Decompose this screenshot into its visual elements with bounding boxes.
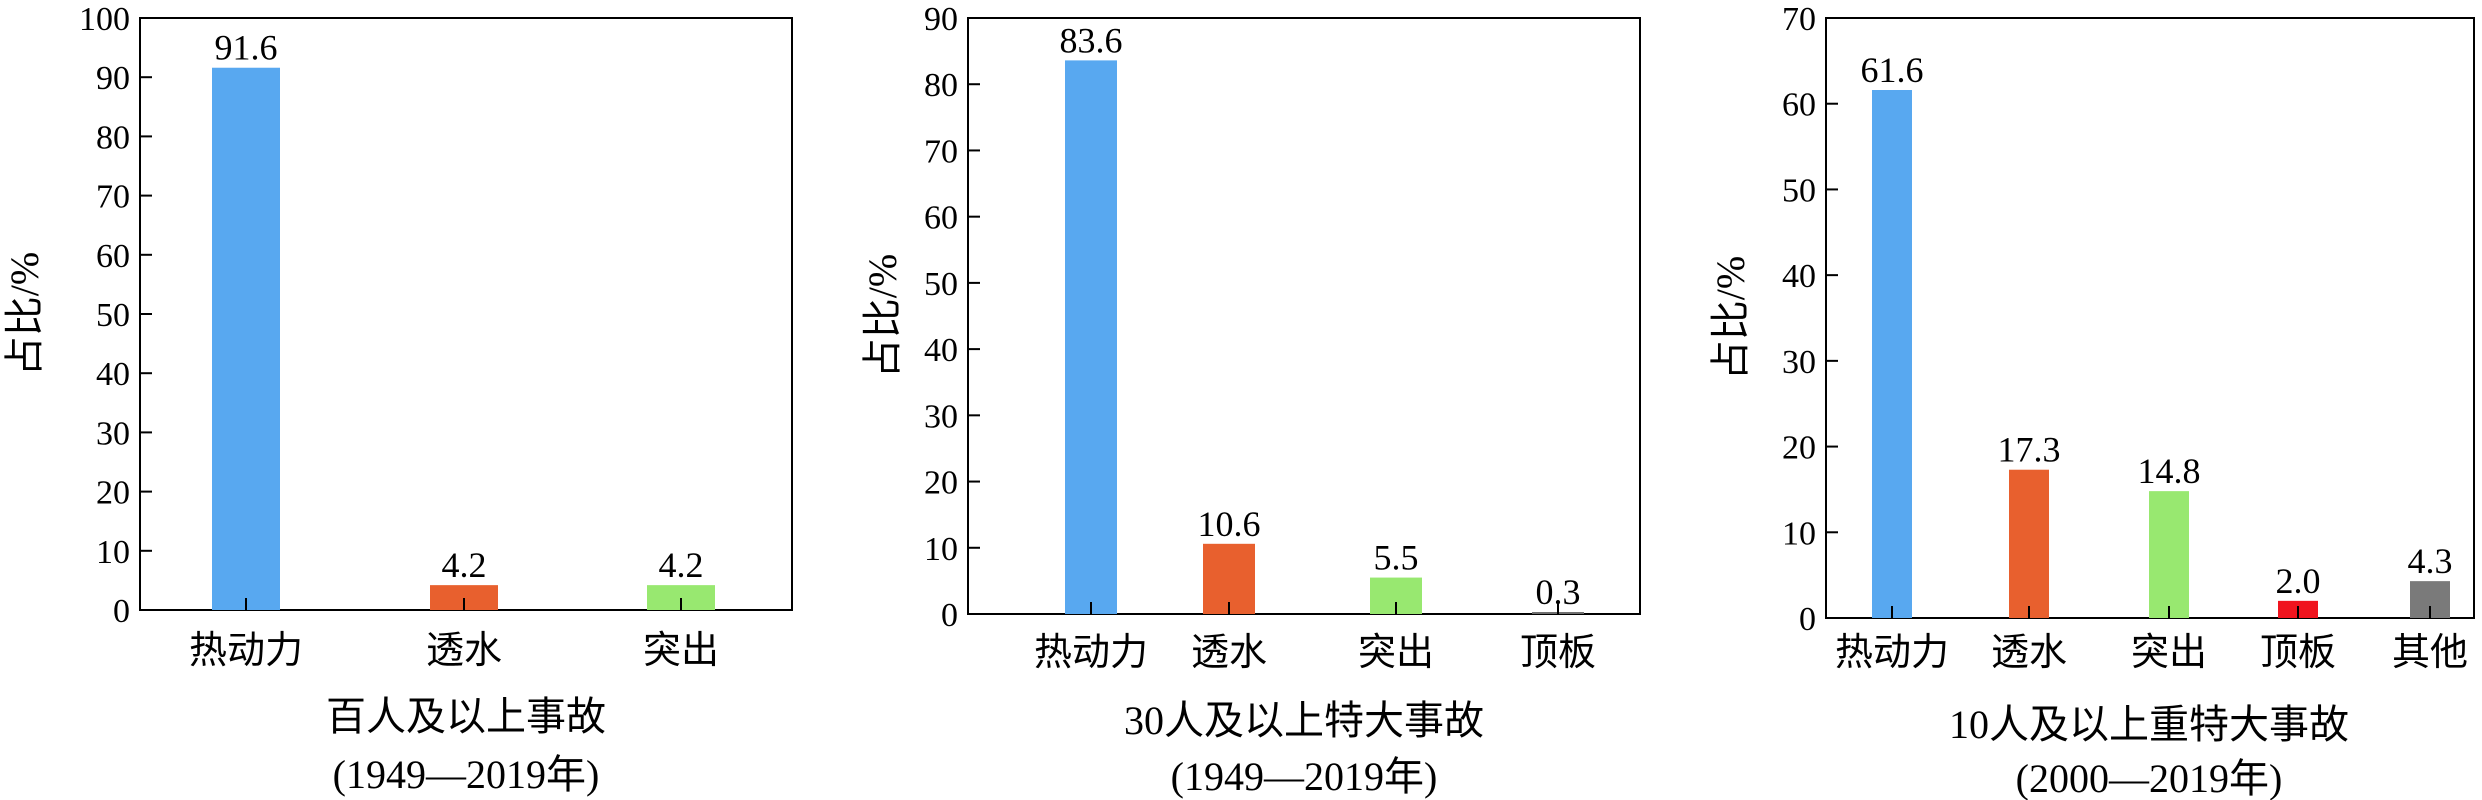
bar-value-label: 4.3 [2408,541,2453,581]
bar-value-label: 4.2 [442,545,487,585]
y-tick-label: 90 [96,60,130,97]
chart-caption-title: 百人及以上事故 [326,694,606,739]
y-tick-label: 20 [96,475,130,512]
y-tick-label: 90 [924,1,958,38]
y-tick-label: 20 [1782,430,1816,467]
bar-value-label: 91.6 [215,28,278,68]
y-tick-label: 50 [96,297,130,334]
x-category-label: 其他 [2392,632,2468,674]
x-category-label: 透水 [1991,632,2067,674]
y-tick-label: 30 [1782,344,1816,381]
x-category-label: 透水 [426,630,502,672]
x-category-label: 突出 [643,630,719,672]
y-tick-label: 60 [924,200,958,237]
y-tick-label: 40 [96,356,130,393]
bar-value-label: 2.0 [2276,561,2321,601]
y-axis-label: 占比/% [1708,256,1753,380]
y-axis-label: 占比/% [2,252,47,376]
chart-caption-title: 30人及以上特大事故 [1124,698,1484,743]
y-tick-label: 10 [1782,515,1816,552]
chart-3: 0 10 20 30 40 50 60 70 占比/% 61.6 热动力 17.3 透水 14.8 突出 2.… [1708,1,2475,800]
y-tick-label: 100 [79,1,130,38]
plot-frame [967,17,1641,615]
x-category-label: 顶板 [2260,632,2336,674]
bar-value-label: 0.3 [1536,572,1581,612]
bar-value-label: 10.6 [1198,504,1261,544]
y-tick-label: 70 [924,133,958,170]
x-category-label: 热动力 [189,630,303,672]
y-tick-label: 30 [924,398,958,435]
bar [2009,469,2049,618]
y-tick-label: 40 [1782,258,1816,295]
x-category-label: 热动力 [1835,632,1949,674]
y-tick-label: 70 [1782,1,1816,38]
bar [1872,90,1912,618]
y-tick-label: 20 [924,465,958,502]
y-tick-label: 10 [96,534,130,571]
chart-caption-period: (1949—2019年) [1171,754,1438,799]
y-tick-label: 80 [96,119,130,156]
chart-1: 0 10 20 30 40 50 60 70 80 90 100 占比/% 91.6 热动力 4.2 透水 4.… [2,1,793,797]
bar-value-label: 17.3 [1998,430,2061,470]
bar-value-label: 5.5 [1374,538,1419,578]
bar-value-label: 14.8 [2138,451,2201,491]
y-tick-label: 0 [113,593,130,630]
chart-2: 0 10 20 30 40 50 60 70 80 90 占比/% 83.6 热动力 10.6 透水 5.5 突… [860,1,1641,799]
y-tick-label: 60 [96,238,130,275]
y-tick-label: 50 [924,266,958,303]
x-category-label: 突出 [1358,632,1434,674]
y-tick-label: 30 [96,415,130,452]
bar [2149,491,2189,618]
bar [1065,60,1117,615]
chart-caption-period: (2000—2019年) [2016,756,2283,800]
bar [212,67,280,610]
y-tick-label: 50 [1782,172,1816,209]
y-tick-label: 0 [1799,601,1816,638]
y-tick-label: 40 [924,332,958,369]
y-tick-label: 60 [1782,87,1816,124]
y-tick-label: 70 [96,179,130,216]
x-category-label: 顶板 [1520,632,1596,674]
bar-value-label: 4.2 [659,545,704,585]
bar-value-label: 61.6 [1861,50,1924,90]
y-tick-label: 80 [924,67,958,104]
x-category-label: 热动力 [1034,632,1148,674]
y-axis-label: 占比/% [860,254,905,378]
y-tick-label: 0 [941,597,958,634]
x-category-label: 突出 [2131,632,2207,674]
x-category-label: 透水 [1191,632,1267,674]
y-tick-label: 10 [924,531,958,568]
bar-value-label: 83.6 [1060,20,1123,60]
chart-caption-title: 10人及以上重特大事故 [1949,702,2349,747]
chart-caption-period: (1949—2019年) [333,752,600,797]
